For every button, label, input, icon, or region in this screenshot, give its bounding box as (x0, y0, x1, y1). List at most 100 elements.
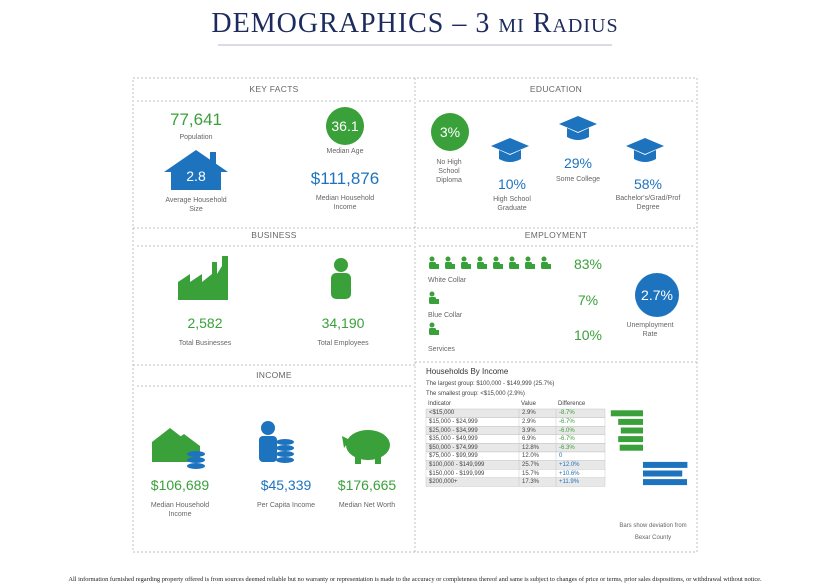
table-cell: +11.9% (559, 479, 580, 486)
difference-bar (610, 410, 643, 417)
fact-label: Median Age (326, 148, 364, 155)
education-label: Some College (556, 176, 600, 183)
worker (547, 264, 551, 269)
income-label: Per Capita Income (257, 502, 315, 509)
worker (445, 262, 452, 269)
worker (435, 330, 439, 335)
worker (541, 262, 548, 269)
table-cell: -6.7% (559, 436, 575, 443)
section-title: KEY FACTS (249, 84, 299, 94)
worker (435, 264, 439, 269)
worker (477, 262, 484, 269)
employment-value: 83% (573, 256, 603, 272)
worker-icons (429, 256, 551, 335)
cap-icons (491, 116, 664, 162)
table-cell: 12.8% (522, 444, 540, 451)
table-cell: $100,000 - $149,999 (429, 462, 485, 468)
education-label: High School Graduate (493, 196, 531, 212)
difference-bar (620, 427, 643, 434)
business-label: Total Businesses (178, 340, 232, 347)
income-value: $106,689 (150, 477, 210, 493)
table-cell: $35,000 - $49,999 (429, 436, 478, 443)
table-cell: 12.0% (522, 453, 540, 460)
worker (429, 297, 436, 304)
table-header: Value (521, 401, 536, 407)
worker (429, 262, 436, 269)
difference-bar (643, 470, 683, 477)
worker (525, 256, 531, 262)
business-label: Total Employees (317, 340, 369, 347)
disclaimer: All information furnished regarding prop… (68, 576, 762, 583)
row-background (425, 477, 606, 487)
table-cell: -8.7% (559, 410, 575, 417)
house-icon (164, 150, 228, 190)
section-title: BUSINESS (251, 230, 297, 240)
worker (541, 256, 547, 262)
table-cell: $75,000 - $99,999 (429, 453, 478, 460)
worker (509, 256, 515, 262)
frame (132, 77, 698, 553)
table-header: Difference (558, 401, 586, 407)
difference-bars (425, 408, 688, 487)
table-title: Households By Income (426, 367, 509, 376)
worker (493, 262, 500, 269)
worker (483, 264, 487, 269)
education-value: 3% (439, 124, 461, 140)
table-cell: $150,000 - $199,999 (429, 470, 485, 477)
table-cell: 25.7% (522, 462, 540, 468)
fact-label: Median Household Income (315, 195, 375, 211)
fact-label: Population (179, 134, 213, 141)
fact-value: $111,876 (310, 169, 380, 188)
education-label: Bachelor's/Grad/Prof Degree (615, 195, 681, 211)
worker (477, 256, 483, 262)
table-cell: -6.3% (559, 444, 575, 451)
worker (451, 264, 455, 269)
employment-label: White Collar (428, 277, 467, 284)
table-cell: +12.0% (559, 462, 580, 468)
worker (499, 264, 503, 269)
worker (467, 264, 471, 269)
education-value: 29% (563, 155, 593, 171)
difference-bar (618, 418, 643, 425)
largest-group: The largest group: $100,000 - $149,999 (… (426, 381, 555, 387)
worker (531, 264, 535, 269)
table-cell: 0 (559, 453, 563, 460)
table-cell: 3.9% (522, 427, 536, 434)
worker (515, 264, 519, 269)
difference-bar (643, 461, 688, 468)
table-header: Indicator (428, 401, 452, 407)
table-cell: -6.7% (559, 419, 575, 425)
fact-value: 2.8 (186, 168, 206, 184)
business-value: 34,190 (321, 315, 365, 331)
page-title: DEMOGRAPHICS – 3 mi Radius (211, 8, 619, 39)
table-cell: $25,000 - $34,999 (429, 427, 478, 434)
table-cell: 17.3% (522, 479, 540, 486)
table-cell: 2.9% (522, 419, 536, 425)
worker (445, 256, 451, 262)
income-label: Median Household Income (150, 502, 210, 518)
smallest-group: The smallest group: <$15,000 (2.9%) (426, 391, 525, 397)
worker (493, 256, 499, 262)
factory-icon (178, 256, 228, 300)
employment-value: 7% (577, 292, 599, 308)
worker (525, 262, 532, 269)
difference-bar (618, 436, 643, 443)
table-note: Bexar County (634, 535, 672, 541)
worker (429, 291, 435, 297)
worker (429, 322, 435, 328)
person-icon (331, 258, 351, 299)
table-cell: -6.0% (559, 427, 575, 434)
unemployment-value: 2.7% (641, 287, 673, 303)
worker (435, 299, 439, 304)
unemployment-label: Unemployment Rate (626, 322, 674, 338)
employment-label: Blue Collar (428, 312, 463, 319)
table-cell: $15,000 - $24,999 (429, 419, 478, 425)
table-cell: $50,000 - $74,999 (429, 444, 478, 451)
table-note: Bars show deviation from (619, 523, 687, 529)
employment-value: 10% (573, 327, 603, 343)
section-title: EMPLOYMENT (524, 230, 588, 240)
unemployment-circle (635, 273, 679, 317)
worker (509, 262, 516, 269)
